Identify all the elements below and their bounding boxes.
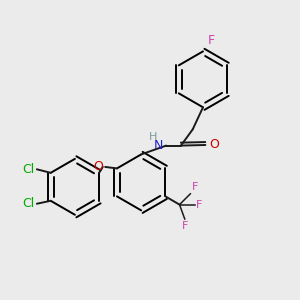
Text: O: O	[209, 139, 219, 152]
Text: F: F	[207, 34, 214, 47]
Text: Cl: Cl	[22, 197, 34, 210]
Text: O: O	[93, 160, 103, 173]
Text: F: F	[196, 200, 203, 210]
Text: H: H	[149, 132, 158, 142]
Text: Cl: Cl	[22, 163, 34, 176]
Text: F: F	[192, 182, 198, 192]
Text: F: F	[182, 221, 188, 231]
Text: N: N	[153, 139, 163, 152]
